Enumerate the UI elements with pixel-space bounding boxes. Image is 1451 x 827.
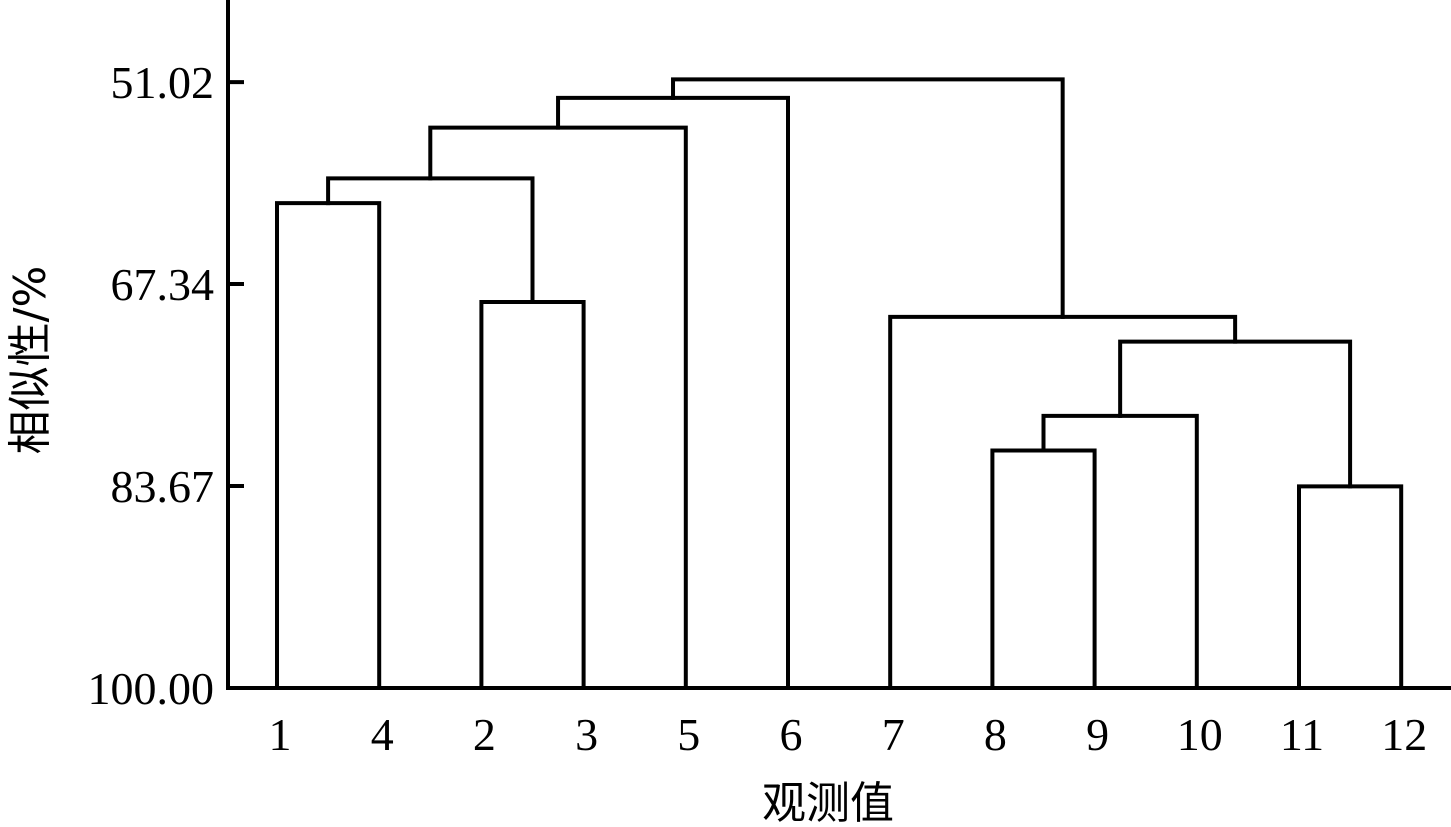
x-tick-label: 3 — [575, 709, 598, 760]
y-axis-title: 相似性/% — [5, 266, 56, 455]
x-axis-title: 观测值 — [762, 778, 894, 827]
x-tick-label: 4 — [371, 709, 394, 760]
dendrogram-link-m10 — [888, 314, 1238, 690]
x-tick-labels: 1 4 2 3 5 6 7 8 9 10 11 12 — [269, 709, 1428, 760]
dendrogram-link-m8 — [1297, 484, 1404, 690]
dendrogram-link-m3 — [326, 176, 535, 305]
dendrogram-link-m2 — [479, 300, 586, 690]
y-tick-label: 51.02 — [111, 57, 215, 108]
axes — [226, 0, 1451, 690]
dendrogram-links — [275, 77, 1404, 690]
x-tick-label: 1 — [269, 709, 292, 760]
x-tick-label: 2 — [473, 709, 496, 760]
y-tick-label: 67.34 — [111, 259, 215, 310]
dendrogram-link-m1 — [275, 201, 382, 690]
x-tick-label: 6 — [780, 709, 803, 760]
x-tick-label: 5 — [677, 709, 700, 760]
dendrogram-link-m4 — [428, 125, 688, 690]
dendrogram-link-m11 — [671, 77, 1065, 319]
dendrogram-link-m7 — [1041, 413, 1199, 690]
y-ticks: 51.02 67.34 83.67 100.00 — [88, 57, 244, 714]
dendrogram-link-m5 — [556, 95, 790, 690]
x-tick-label: 8 — [984, 709, 1007, 760]
dendrogram-link-m6 — [990, 448, 1097, 690]
x-tick-label: 7 — [882, 709, 905, 760]
x-tick-label: 11 — [1280, 709, 1324, 760]
x-tick-label: 9 — [1086, 709, 1109, 760]
y-tick-label: 100.00 — [88, 663, 215, 714]
y-tick-label: 83.67 — [111, 461, 215, 512]
x-tick-label: 12 — [1381, 709, 1427, 760]
x-tick-label: 10 — [1177, 709, 1223, 760]
